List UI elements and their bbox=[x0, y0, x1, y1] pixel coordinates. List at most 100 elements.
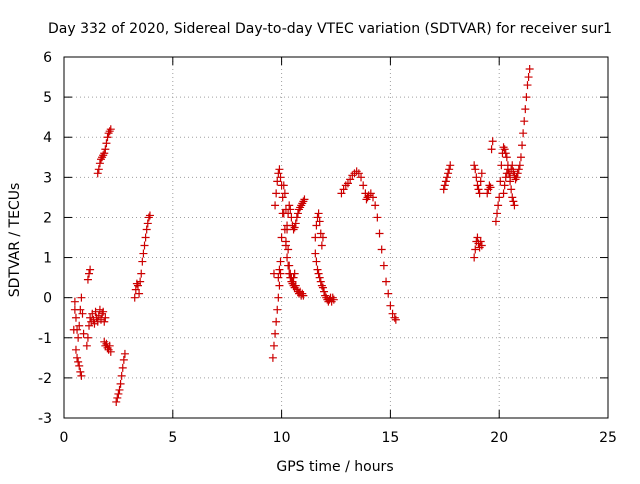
data-point bbox=[444, 169, 453, 178]
data-point bbox=[74, 357, 83, 366]
data-point bbox=[119, 355, 128, 364]
data-point bbox=[76, 305, 85, 314]
x-tick-label: 5 bbox=[168, 430, 177, 446]
data-point bbox=[357, 173, 366, 182]
series-arc-02 bbox=[70, 293, 88, 342]
data-point bbox=[91, 307, 100, 316]
data-point bbox=[281, 237, 290, 246]
data-point bbox=[113, 393, 122, 402]
data-point bbox=[486, 183, 495, 192]
data-point bbox=[508, 161, 517, 170]
data-point bbox=[499, 189, 508, 198]
data-point bbox=[272, 317, 281, 326]
data-point bbox=[78, 309, 87, 318]
series-arc-08 bbox=[130, 211, 154, 302]
data-point bbox=[83, 333, 92, 342]
data-point bbox=[276, 257, 285, 266]
data-point bbox=[131, 285, 140, 294]
data-point bbox=[120, 349, 129, 358]
data-point bbox=[496, 177, 505, 186]
data-point bbox=[299, 291, 308, 300]
data-point bbox=[104, 129, 113, 138]
data-point bbox=[475, 189, 484, 198]
data-point bbox=[275, 165, 284, 174]
data-point bbox=[500, 181, 509, 190]
x-tick-label: 20 bbox=[490, 430, 508, 446]
series-arc-09 bbox=[268, 269, 285, 362]
data-point bbox=[83, 275, 92, 284]
series-arc-14 bbox=[311, 249, 338, 306]
data-point bbox=[70, 297, 79, 306]
axis-ticks: 0 5 10 15 20 25 -3 -2 -1 0 1 2 3 4 5 6 bbox=[38, 50, 617, 446]
data-points bbox=[69, 65, 534, 406]
data-point bbox=[136, 277, 145, 286]
data-point bbox=[337, 189, 346, 198]
x-tick-label: 10 bbox=[273, 430, 291, 446]
data-point bbox=[300, 195, 309, 204]
data-point bbox=[316, 277, 325, 286]
data-point bbox=[388, 309, 397, 318]
x-tick-label: 15 bbox=[381, 430, 399, 446]
data-point bbox=[138, 257, 147, 266]
data-point bbox=[82, 341, 91, 350]
data-point bbox=[339, 185, 348, 194]
data-point bbox=[288, 277, 297, 286]
data-point bbox=[285, 201, 294, 210]
data-point bbox=[291, 281, 300, 290]
y-tick-label: 0 bbox=[43, 291, 52, 307]
data-point bbox=[346, 175, 355, 184]
data-point bbox=[118, 363, 127, 372]
data-point bbox=[502, 153, 511, 162]
data-point bbox=[391, 315, 400, 324]
series-arc-05 bbox=[100, 337, 115, 356]
data-point bbox=[272, 189, 281, 198]
data-point bbox=[500, 145, 509, 154]
data-point bbox=[520, 117, 529, 126]
y-tick-label: -3 bbox=[38, 411, 52, 427]
data-point bbox=[93, 169, 102, 178]
series-arc-07 bbox=[112, 349, 129, 406]
data-point bbox=[312, 257, 321, 266]
data-point bbox=[509, 197, 518, 206]
data-point bbox=[106, 125, 115, 134]
data-point bbox=[98, 309, 107, 318]
data-point bbox=[494, 201, 503, 210]
data-point bbox=[507, 185, 516, 194]
data-point bbox=[130, 293, 139, 302]
plot-border bbox=[63, 56, 609, 419]
data-point bbox=[446, 161, 455, 170]
data-point bbox=[485, 181, 494, 190]
data-point bbox=[115, 385, 124, 394]
plot-frame bbox=[63, 56, 609, 419]
data-point bbox=[523, 81, 532, 90]
data-point bbox=[298, 289, 307, 298]
data-point bbox=[285, 261, 294, 270]
data-point bbox=[73, 353, 82, 362]
series-arc-03 bbox=[82, 305, 110, 350]
series-arc-04 bbox=[83, 265, 95, 284]
y-tick-label: 3 bbox=[43, 170, 52, 186]
x-tick-label: 25 bbox=[599, 430, 617, 446]
data-point bbox=[473, 233, 482, 242]
data-point bbox=[98, 153, 107, 162]
data-point bbox=[75, 361, 84, 370]
data-point bbox=[477, 169, 486, 178]
data-point bbox=[274, 273, 283, 282]
chart-title: Day 332 of 2020, Sidereal Day-to-day VTE… bbox=[48, 21, 612, 37]
data-point bbox=[277, 233, 286, 242]
data-point bbox=[472, 173, 481, 182]
data-point bbox=[275, 265, 284, 274]
data-point bbox=[516, 153, 525, 162]
data-point bbox=[518, 141, 527, 150]
data-point bbox=[85, 321, 94, 330]
data-point bbox=[71, 345, 80, 354]
y-tick-label: -2 bbox=[38, 371, 52, 387]
data-point bbox=[102, 139, 111, 148]
data-point bbox=[499, 143, 508, 152]
data-point bbox=[362, 195, 371, 204]
data-point bbox=[315, 273, 324, 282]
data-point bbox=[515, 161, 524, 170]
data-point bbox=[292, 213, 301, 222]
